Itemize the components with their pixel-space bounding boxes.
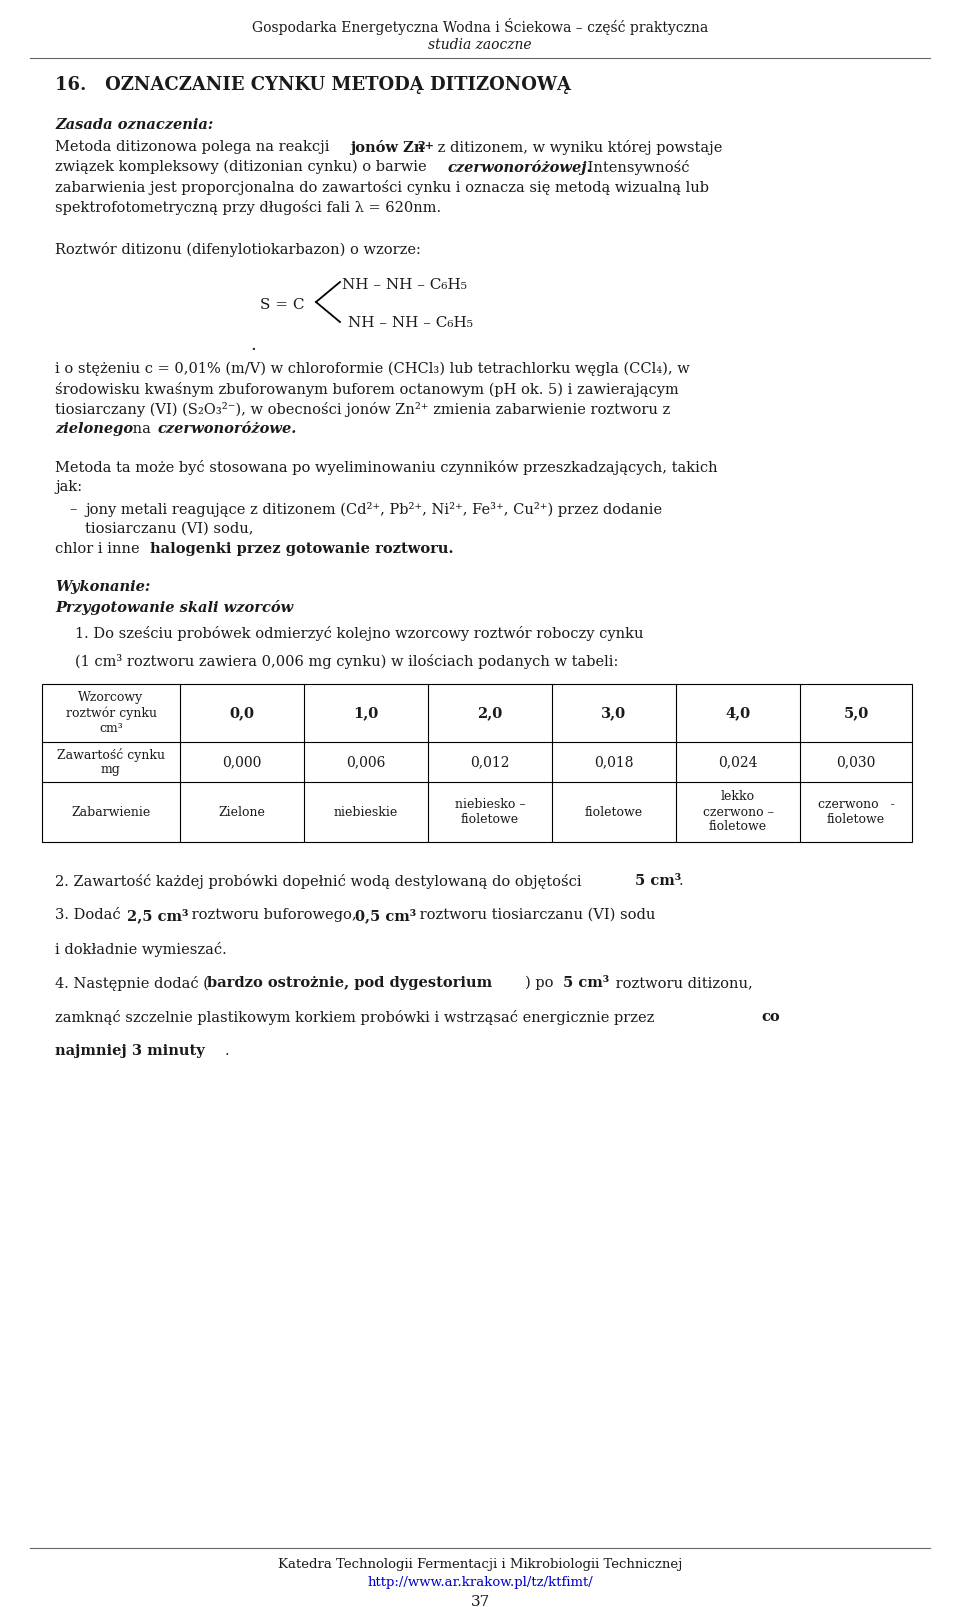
Text: Zawartość cynku
mg: Zawartość cynku mg — [57, 747, 165, 776]
Text: Metoda ta może być stosowana po wyeliminowaniu czynników przeszkadzających, taki: Metoda ta może być stosowana po wyelimin… — [55, 460, 718, 476]
Text: jony metali reagujące z ditizonem (Cd²⁺, Pb²⁺, Ni²⁺, Fe³⁺, Cu²⁺) przez dodanie: jony metali reagujące z ditizonem (Cd²⁺,… — [85, 501, 662, 517]
Text: 0,006: 0,006 — [347, 755, 386, 770]
Text: roztworu tiosiarczanu (VI) sodu: roztworu tiosiarczanu (VI) sodu — [415, 908, 656, 922]
Text: Roztwór ditizonu (difenylotiokarbazon) o wzorze:: Roztwór ditizonu (difenylotiokarbazon) o… — [55, 243, 420, 257]
Text: z ditizonem, w wyniku której powstaje: z ditizonem, w wyniku której powstaje — [433, 140, 722, 154]
Text: halogenki przez gotowanie roztworu.: halogenki przez gotowanie roztworu. — [150, 542, 453, 556]
Text: (1 cm³ roztworu zawiera 0,006 mg cynku) w ilościach podanych w tabeli:: (1 cm³ roztworu zawiera 0,006 mg cynku) … — [75, 654, 618, 669]
Text: Zasada oznaczenia:: Zasada oznaczenia: — [55, 117, 213, 132]
Text: jak:: jak: — [55, 480, 83, 493]
Text: –: – — [69, 501, 77, 516]
Text: .: . — [679, 874, 684, 889]
Text: i dokładnie wymieszać.: i dokładnie wymieszać. — [55, 942, 227, 958]
Text: 4. Następnie dodać (: 4. Następnie dodać ( — [55, 975, 209, 992]
Text: Przygotowanie skali wzorców: Przygotowanie skali wzorców — [55, 599, 293, 615]
Text: 3. Dodać: 3. Dodać — [55, 908, 125, 922]
Text: czerwonoróżowej.: czerwonoróżowej. — [448, 161, 592, 175]
Text: 0,5 cm³: 0,5 cm³ — [355, 908, 417, 922]
Text: co: co — [761, 1011, 780, 1024]
Text: niebiesko –
fioletowe: niebiesko – fioletowe — [455, 799, 525, 826]
Text: 0,012: 0,012 — [470, 755, 510, 770]
Text: Zabarwienie: Zabarwienie — [71, 805, 151, 818]
Text: 1. Do sześciu probówek odmierzyć kolejno wzorcowy roztwór roboczy cynku: 1. Do sześciu probówek odmierzyć kolejno… — [75, 627, 643, 641]
Text: tiosiarczany (VI) (S₂O₃²⁻), w obecności jonów Zn²⁺ zmienia zabarwienie roztworu : tiosiarczany (VI) (S₂O₃²⁻), w obecności … — [55, 402, 670, 416]
Text: Metoda ditizonowa polega na reakcji: Metoda ditizonowa polega na reakcji — [55, 140, 334, 154]
Text: Katedra Technologii Fermentacji i Mikrobiologii Technicznej: Katedra Technologii Fermentacji i Mikrob… — [277, 1559, 683, 1572]
Text: Intensywność: Intensywność — [583, 161, 689, 175]
Text: NH – NH – C₆H₅: NH – NH – C₆H₅ — [348, 317, 473, 329]
Text: roztworu ditizonu,: roztworu ditizonu, — [611, 975, 753, 990]
Text: 5,0: 5,0 — [844, 705, 869, 720]
Text: 5 cm³: 5 cm³ — [635, 874, 682, 889]
Text: bardzo ostrożnie, pod dygestorium: bardzo ostrożnie, pod dygestorium — [207, 975, 492, 990]
Text: czerwonoróżowe.: czerwonoróżowe. — [158, 423, 298, 435]
Text: zabarwienia jest proporcjonalna do zawartości cynku i oznacza się metodą wizualn: zabarwienia jest proporcjonalna do zawar… — [55, 180, 709, 194]
Text: spektrofotometryczną przy długości fali λ = 620nm.: spektrofotometryczną przy długości fali … — [55, 199, 442, 215]
Text: niebieskie: niebieskie — [334, 805, 398, 818]
Text: i o stężeniu c = 0,01% (m/V) w chloroformie (CHCl₃) lub tetrachlorku węgla (CCl₄: i o stężeniu c = 0,01% (m/V) w chlorofor… — [55, 362, 689, 376]
Text: zamknąć szczelnie plastikowym korkiem probówki i wstrząsać energicznie przez: zamknąć szczelnie plastikowym korkiem pr… — [55, 1011, 659, 1025]
Text: 1,0: 1,0 — [353, 705, 378, 720]
Text: 0,018: 0,018 — [594, 755, 634, 770]
Text: 37: 37 — [470, 1596, 490, 1607]
Text: NH – NH – C₆H₅: NH – NH – C₆H₅ — [342, 278, 467, 292]
Text: 0,030: 0,030 — [836, 755, 876, 770]
Text: 2,5 cm³: 2,5 cm³ — [127, 908, 188, 922]
Text: 0,024: 0,024 — [718, 755, 757, 770]
Text: jonów Zn: jonów Zn — [350, 140, 424, 154]
Text: najmniej 3 minuty: najmniej 3 minuty — [55, 1045, 204, 1057]
Text: http://www.ar.krakow.pl/tz/ktfimt/: http://www.ar.krakow.pl/tz/ktfimt/ — [367, 1576, 593, 1589]
Text: 5 cm³: 5 cm³ — [563, 975, 610, 990]
Text: fioletowe: fioletowe — [585, 805, 643, 818]
Text: na: na — [128, 423, 156, 435]
Text: 2. Zawartość każdej probówki dopełnić wodą destylowaną do objętości: 2. Zawartość każdej probówki dopełnić wo… — [55, 874, 587, 889]
Text: 0,0: 0,0 — [229, 705, 254, 720]
Text: czerwono   -
fioletowe: czerwono - fioletowe — [818, 799, 895, 826]
Text: S = C: S = C — [260, 297, 304, 312]
Text: środowisku kwaśnym zbuforowanym buforem octanowym (pH ok. 5) i zawierającym: środowisku kwaśnym zbuforowanym buforem … — [55, 382, 679, 397]
Text: roztworu buforowego,: roztworu buforowego, — [187, 908, 361, 922]
Text: tiosiarczanu (VI) sodu,: tiosiarczanu (VI) sodu, — [85, 522, 253, 537]
Text: lekko
czerwono –
fioletowe: lekko czerwono – fioletowe — [703, 791, 774, 834]
Text: Wzorcowy
roztwór cynku
cm³: Wzorcowy roztwór cynku cm³ — [65, 691, 156, 734]
Text: 3,0: 3,0 — [601, 705, 627, 720]
Text: ) po: ) po — [525, 975, 558, 990]
Text: 2,0: 2,0 — [477, 705, 503, 720]
Text: 4,0: 4,0 — [726, 705, 751, 720]
Text: 2+: 2+ — [417, 140, 434, 151]
Text: .: . — [250, 336, 256, 354]
Bar — [42, 685, 912, 842]
Text: związek kompleksowy (ditizonian cynku) o barwie: związek kompleksowy (ditizonian cynku) o… — [55, 161, 431, 175]
Text: 0,000: 0,000 — [223, 755, 262, 770]
Text: 16.   OZNACZANIE CYNKU METODĄ DITIZONOWĄ: 16. OZNACZANIE CYNKU METODĄ DITIZONOWĄ — [55, 76, 571, 93]
Text: Zielone: Zielone — [219, 805, 265, 818]
Text: Wykonanie:: Wykonanie: — [55, 580, 151, 595]
Text: zielonego: zielonego — [55, 423, 133, 435]
Text: .: . — [225, 1045, 229, 1057]
Text: Gospodarka Energetyczna Wodna i Ściekowa – część praktyczna: Gospodarka Energetyczna Wodna i Ściekowa… — [252, 18, 708, 35]
Text: studia zaoczne: studia zaoczne — [428, 39, 532, 51]
Text: chlor i inne: chlor i inne — [55, 542, 144, 556]
